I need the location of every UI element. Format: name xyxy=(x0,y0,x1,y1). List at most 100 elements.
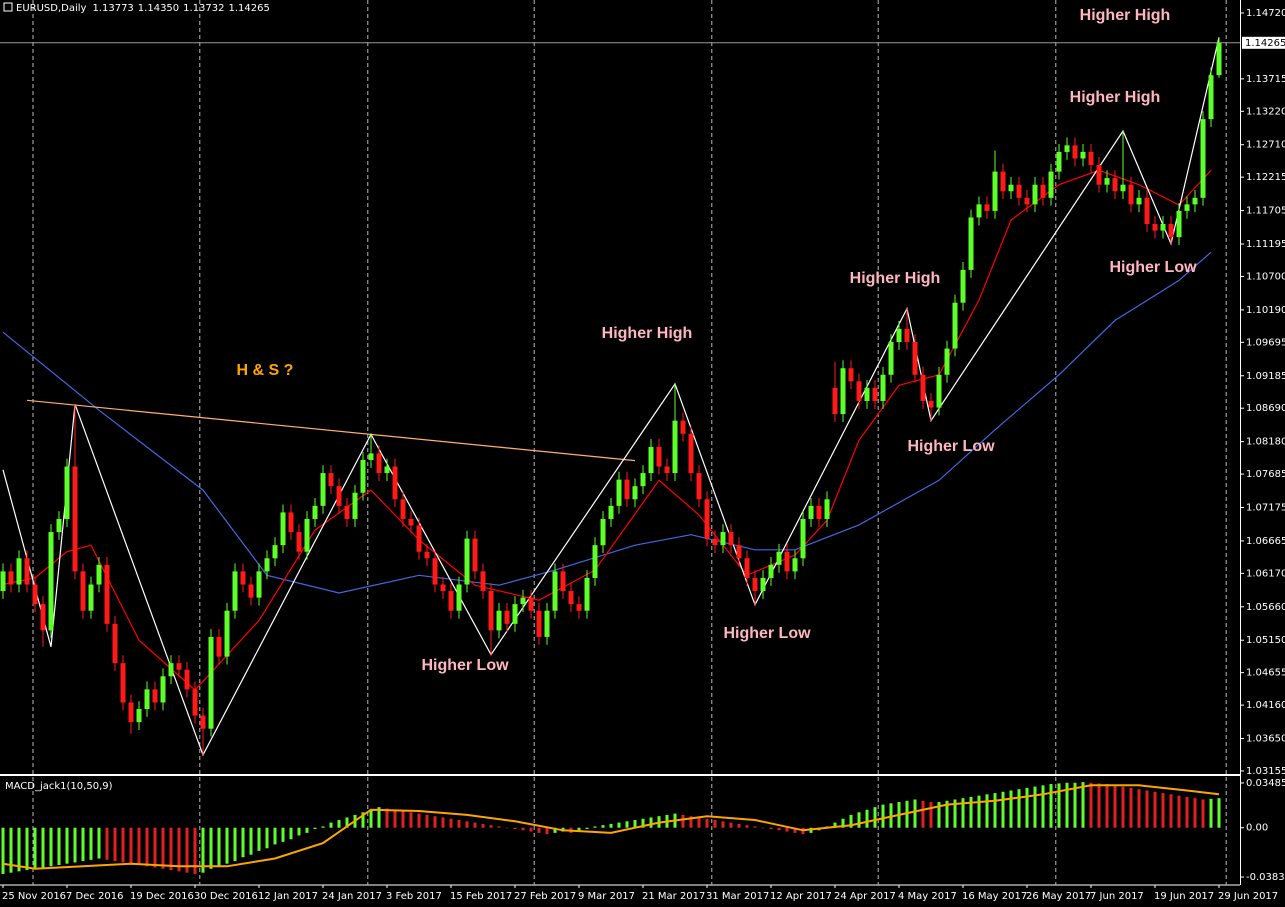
y2-tick-label: 0.034857 xyxy=(1246,778,1285,789)
macd-bar xyxy=(849,814,853,828)
candle-body xyxy=(584,577,590,611)
macd-bar xyxy=(697,817,701,828)
header: EURUSD,Daily 1.13773 1.14350 1.13732 1.14265 xyxy=(16,3,270,14)
macd-bar xyxy=(585,827,589,830)
macd-bar xyxy=(377,807,381,828)
macd-bar xyxy=(97,827,101,859)
candle-body xyxy=(56,518,62,533)
macd-bar xyxy=(481,823,485,828)
macd-bar xyxy=(841,818,845,828)
candle-body xyxy=(272,545,278,559)
y-tick-label: 1.05150 xyxy=(1246,635,1285,646)
macd-bar xyxy=(65,827,69,864)
macd-bar xyxy=(145,827,149,867)
y2-tick-label: 0.00 xyxy=(1246,823,1268,834)
macd-bar xyxy=(401,811,405,828)
x-tick-label: 12 Apr 2017 xyxy=(770,891,832,902)
high-price: 1.14350 xyxy=(138,3,179,14)
macd-bar xyxy=(593,826,597,828)
macd-bar xyxy=(449,818,453,828)
candle-body xyxy=(208,636,214,729)
y-tick-label: 1.06665 xyxy=(1246,536,1285,547)
macd-bar xyxy=(105,827,109,860)
macd-bar xyxy=(921,800,925,828)
candle-body xyxy=(408,518,414,526)
candle-body xyxy=(528,597,534,611)
macd-bar xyxy=(873,807,877,828)
macd-bar xyxy=(249,827,253,855)
candle-body xyxy=(784,551,790,572)
macd-bar xyxy=(1017,789,1021,828)
candle-body xyxy=(1136,197,1142,205)
candle-body xyxy=(432,558,438,585)
candle-body xyxy=(592,545,598,578)
macd-bar xyxy=(737,823,741,828)
candle-body xyxy=(48,532,54,631)
macd-bar xyxy=(601,825,605,828)
candle-body xyxy=(280,512,286,546)
macd-bar xyxy=(257,827,261,851)
macd-bar xyxy=(729,822,733,828)
candle-body xyxy=(576,604,582,611)
macd-bar xyxy=(785,827,789,832)
macd-bar xyxy=(153,827,157,868)
x-tick-label: 12 Jan 2017 xyxy=(258,891,318,902)
candle-body xyxy=(1032,184,1038,205)
macd-bar xyxy=(57,827,61,865)
macd-bar xyxy=(1073,782,1077,828)
signal-line xyxy=(2,784,1220,870)
macd-bar xyxy=(201,827,205,873)
macd-bar xyxy=(1193,798,1197,828)
candle-body xyxy=(376,453,382,474)
candle-body xyxy=(624,479,630,500)
macd-bar xyxy=(169,827,173,871)
candle-body xyxy=(720,532,726,546)
macd-bar xyxy=(441,817,445,828)
macd-bar xyxy=(465,821,469,828)
macd-bar xyxy=(1153,791,1157,828)
macd-bar xyxy=(529,827,533,832)
candle-body xyxy=(928,400,934,408)
candle-body xyxy=(944,348,950,375)
candle-body xyxy=(512,604,518,624)
annotation: Higher Low xyxy=(907,438,995,455)
overlay-line xyxy=(26,399,636,462)
candle-body xyxy=(296,532,302,552)
macd-bar xyxy=(1033,786,1037,828)
candle-body xyxy=(112,623,118,664)
candle-body xyxy=(216,636,222,657)
macd-bar xyxy=(113,827,117,862)
macd-bar xyxy=(1137,789,1141,828)
macd-bar xyxy=(1041,785,1045,828)
candle-body xyxy=(712,538,718,546)
candle-body xyxy=(152,689,158,703)
symbol-icon xyxy=(3,2,13,12)
macd-bar xyxy=(281,827,285,842)
macd-bar xyxy=(177,827,181,872)
candle-body xyxy=(560,571,566,592)
y-tick-label: 1.08690 xyxy=(1246,403,1285,414)
macd-bar xyxy=(273,827,277,845)
candle-body xyxy=(40,604,46,631)
candle-body xyxy=(1080,151,1086,159)
candle-body xyxy=(120,663,126,703)
candle-body xyxy=(752,577,758,592)
candle-body xyxy=(1072,145,1078,159)
macd-bar xyxy=(489,825,493,828)
candle-body xyxy=(392,466,398,500)
macd-bar xyxy=(633,820,637,828)
candle-body xyxy=(184,669,190,690)
candle-body xyxy=(384,466,390,474)
y-tick-label: 1.07685 xyxy=(1246,469,1285,480)
macd-bar xyxy=(505,827,509,829)
candle-body xyxy=(520,597,526,605)
candle-body xyxy=(1176,210,1182,238)
macd-bar xyxy=(1089,782,1093,828)
macd-bar xyxy=(545,827,549,835)
macd-bar xyxy=(1001,791,1005,828)
macd-bar xyxy=(913,799,917,828)
macd-bar xyxy=(433,816,437,828)
macd-bar xyxy=(865,809,869,828)
candle-body xyxy=(448,591,454,611)
x-tick-label: 7 Dec 2016 xyxy=(66,891,124,902)
